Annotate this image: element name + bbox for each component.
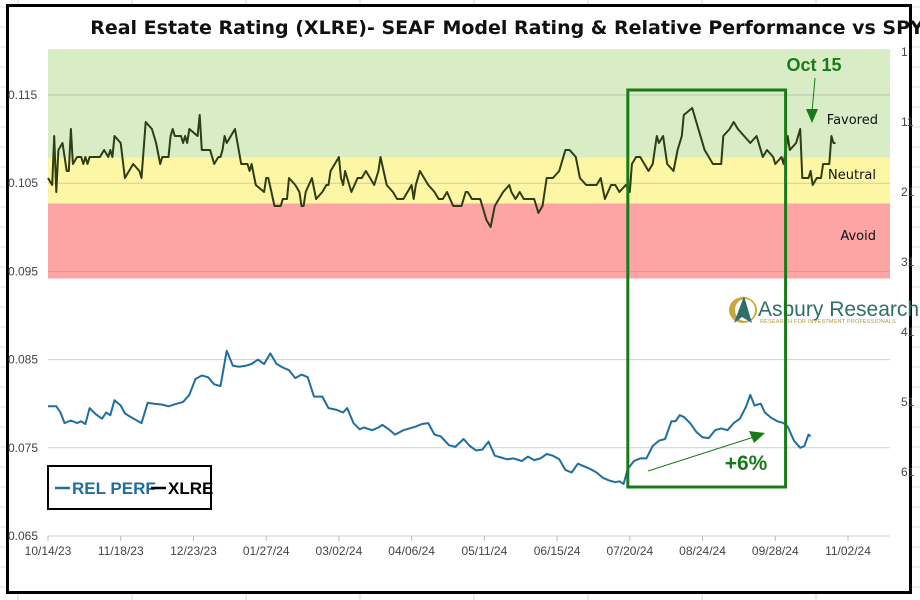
- band-label-neutral: Neutral: [828, 168, 876, 183]
- x-axis-ticks: 10/14/23 11/18/23 12/23/23 01/27/24 03/02/24…: [25, 536, 871, 558]
- x-tick-label: 09/28/24: [752, 544, 799, 558]
- left-tick-label: 0.065: [8, 529, 38, 543]
- chart-title: Real Estate Rating (XLRE)- SEAF Model Ra…: [90, 17, 920, 39]
- logo-tagline: RESEARCH FOR INVESTMENT PROFESSIONALS: [760, 319, 896, 325]
- band-label-favored: Favored: [827, 113, 878, 128]
- x-tick-label: 08/24/24: [679, 544, 726, 558]
- x-tick-label: 07/20/24: [606, 544, 653, 558]
- x-tick-label: 10/14/23: [25, 544, 72, 558]
- gain-callout: +6%: [725, 452, 768, 475]
- rating-bands: [48, 49, 890, 279]
- date-callout: Oct 15: [786, 55, 841, 75]
- date-callout-arrow-line: [811, 77, 816, 113]
- right-tick-label: 61: [901, 465, 915, 479]
- x-tick-label: 06/15/24: [534, 544, 581, 558]
- x-tick-label: 05/11/24: [461, 544, 507, 558]
- legend: REL PERF XLRE: [47, 465, 213, 510]
- legend-label-xlre: XLRE: [168, 479, 213, 498]
- left-tick-label: 0.075: [8, 441, 38, 455]
- right-tick-label: 1: [901, 45, 908, 59]
- legend-label-rel-perf: REL PERF: [72, 479, 156, 498]
- x-tick-label: 01/27/24: [243, 544, 290, 558]
- asbury-logo-mark-icon: [729, 296, 757, 323]
- series-layer: [47, 107, 836, 485]
- band-avoid: [48, 203, 890, 279]
- band-label-avoid: Avoid: [840, 229, 876, 244]
- series-xlre: [47, 107, 836, 228]
- left-tick-label: 0.115: [8, 88, 37, 102]
- x-tick-label: 04/06/24: [388, 544, 435, 558]
- left-axis-ticks: 0.065 0.075 0.085 0.095 0.105 0.115: [8, 88, 38, 543]
- legend-box: [47, 465, 212, 510]
- left-tick-label: 0.095: [8, 264, 38, 278]
- series-line-rel-perf: [48, 349, 812, 485]
- highlight-box: [626, 88, 788, 489]
- x-tick-label: 11/18/23: [98, 544, 144, 558]
- series-rel-perf: [47, 349, 812, 485]
- gridlines: [48, 94, 890, 537]
- logo-name: Asbury Research: [758, 298, 919, 321]
- x-tick-label: 12/23/23: [170, 544, 217, 558]
- annotations: Oct 15 +6%: [626, 55, 842, 489]
- gain-arrowhead-icon: [749, 431, 765, 443]
- left-tick-label: 0.085: [8, 353, 38, 367]
- band-labels: Favored Neutral Avoid: [827, 113, 878, 244]
- right-tick-label: 41: [901, 325, 915, 339]
- band-favored: [48, 49, 890, 158]
- right-tick-label: 21: [901, 185, 915, 199]
- right-tick-label: 51: [901, 395, 915, 409]
- right-tick-label: 31: [901, 255, 915, 269]
- gain-arrow-line: [647, 436, 755, 472]
- left-tick-label: 0.105: [8, 176, 38, 190]
- date-callout-arrowhead-icon: [806, 109, 818, 123]
- band-neutral: [48, 157, 890, 204]
- right-tick-label: 11: [901, 115, 914, 129]
- x-tick-label: 03/02/24: [316, 544, 363, 558]
- asbury-research-logo: Asbury Research RESEARCH FOR INVESTMENT …: [729, 296, 919, 325]
- x-tick-label: 11/02/24: [825, 544, 871, 558]
